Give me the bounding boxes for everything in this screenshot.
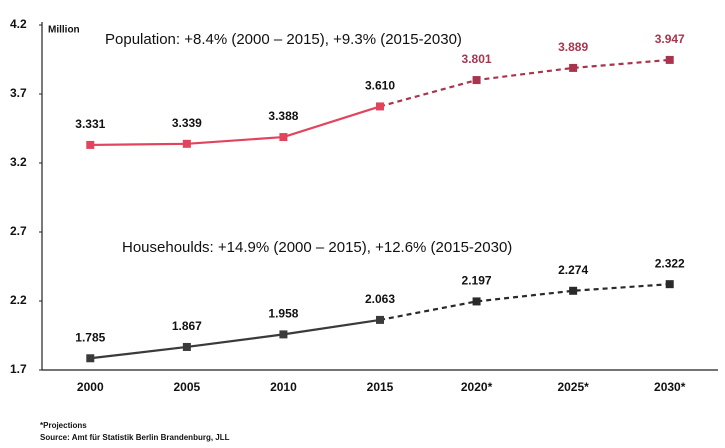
marker [376, 315, 384, 324]
marker [665, 55, 674, 64]
value-label: 3.947 [655, 32, 685, 46]
series-line [90, 105, 381, 147]
y-tick-label: 3.7 [10, 86, 27, 100]
marker [86, 140, 95, 149]
series-line [90, 318, 381, 360]
value-label: 1.867 [172, 319, 202, 333]
y-tick-label: 2.7 [10, 224, 27, 238]
y-unit-label: Million [48, 25, 80, 36]
value-label: 2.197 [462, 274, 492, 288]
value-label: 2.274 [558, 263, 588, 277]
projection-line [379, 58, 670, 108]
value-label: 3.610 [365, 79, 395, 93]
value-label: 3.889 [558, 40, 588, 54]
y-tick-label: 2.2 [10, 293, 27, 307]
projection-line [379, 283, 670, 321]
marker [569, 286, 578, 295]
source: Source: Amt für Statistik Berlin Branden… [40, 433, 230, 442]
marker [182, 139, 191, 148]
marker [279, 133, 288, 142]
footnote: *Projections [40, 421, 87, 430]
y-tick-label: 3.2 [10, 155, 27, 169]
marker [665, 280, 674, 289]
annotation: Population: +8.4% (2000 – 2015), +9.3% (… [105, 31, 462, 48]
marker [86, 354, 95, 363]
marker [472, 76, 481, 85]
x-tick-label: 2015 [367, 380, 394, 394]
x-tick-label: 2030* [654, 380, 686, 394]
x-tick-label: 2020* [461, 380, 493, 394]
marker [569, 63, 578, 72]
value-label: 3.331 [75, 117, 105, 131]
value-label: 2.322 [655, 256, 685, 270]
marker [472, 297, 481, 306]
x-tick-label: 2010 [270, 380, 297, 394]
value-label: 3.339 [172, 116, 202, 130]
x-tick-label: 2025* [557, 380, 589, 394]
value-label: 3.388 [268, 109, 298, 123]
value-label: 1.785 [75, 330, 105, 344]
marker [376, 102, 384, 111]
marker [279, 330, 288, 339]
annotation: Househoulds: +14.9% (2000 – 2015), +12.6… [122, 239, 512, 256]
value-label: 1.958 [268, 307, 298, 321]
y-tick-label: 1.7 [10, 362, 27, 376]
x-tick-label: 2005 [174, 380, 201, 394]
marker [182, 342, 191, 351]
x-tick-label: 2000 [77, 380, 104, 394]
y-tick-label: 4.2 [10, 17, 27, 31]
value-label: 3.801 [462, 52, 492, 66]
value-label: 2.063 [365, 292, 395, 306]
